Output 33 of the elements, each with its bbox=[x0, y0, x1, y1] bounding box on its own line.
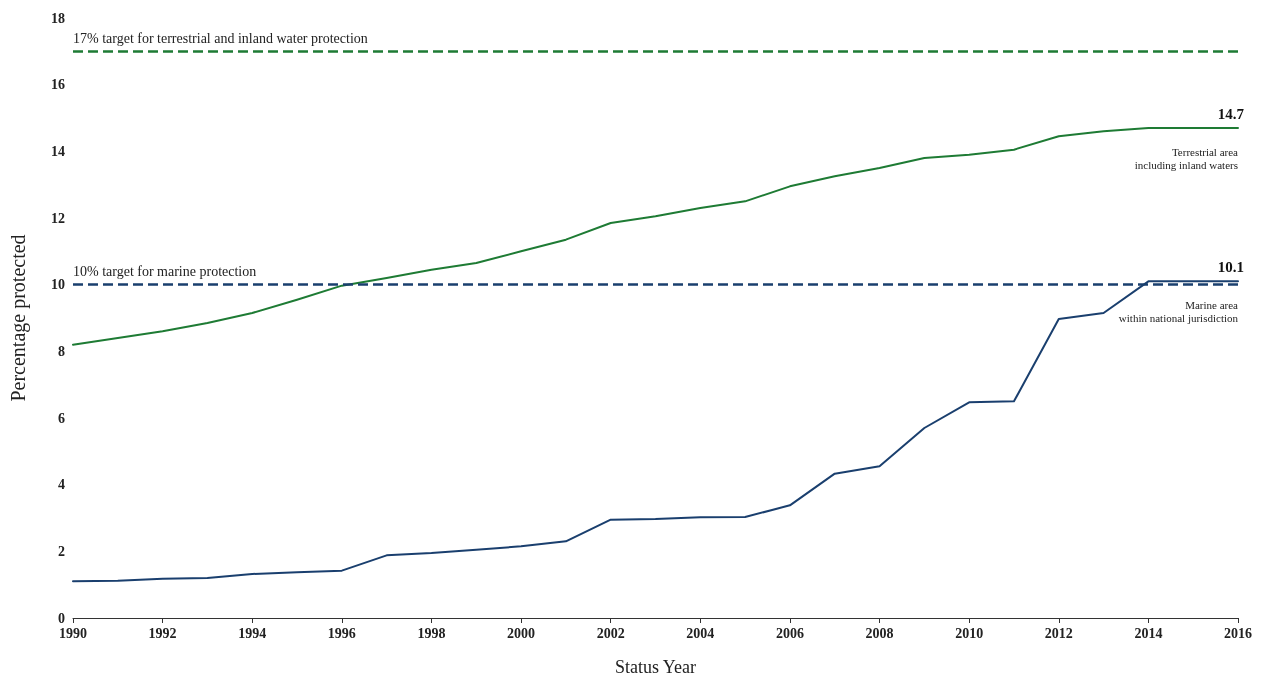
y-tick-label: 10 bbox=[51, 277, 65, 293]
series-label: Marine area within national jurisdiction bbox=[1118, 298, 1239, 324]
x-tick-label: 1996 bbox=[327, 625, 356, 641]
x-tick-label: 2004 bbox=[686, 625, 715, 641]
x-axis-title: Status Year bbox=[614, 657, 697, 677]
series-label: Terrestrial area including inland waters bbox=[1134, 145, 1239, 171]
y-tick-label: 16 bbox=[51, 77, 65, 93]
line-series bbox=[72, 280, 1239, 583]
x-tick-label: 1994 bbox=[238, 625, 267, 641]
x-tick-label: 2006 bbox=[775, 625, 804, 641]
x-tick-label: 2002 bbox=[596, 625, 625, 641]
y-tick-label: 4 bbox=[58, 477, 65, 493]
x-tick-label: 1992 bbox=[148, 625, 177, 641]
ref-line-label: 10% target for marine protection bbox=[73, 264, 257, 280]
y-tick-label: 12 bbox=[51, 210, 65, 226]
y-tick-label: 2 bbox=[58, 543, 65, 559]
y-tick-label: 18 bbox=[51, 10, 65, 26]
y-axis-title: Percentage protected bbox=[7, 234, 30, 402]
x-tick-label: 2016 bbox=[1224, 625, 1252, 641]
y-tick-label: 0 bbox=[58, 610, 65, 626]
x-tick-label: 1998 bbox=[417, 625, 446, 641]
x-tick-label: 2010 bbox=[955, 625, 984, 641]
x-tick-label: 2012 bbox=[1044, 625, 1073, 641]
data-label: 14.7 bbox=[1217, 105, 1245, 122]
x-tick-label: 2014 bbox=[1134, 625, 1163, 641]
x-tick-label: 2000 bbox=[507, 625, 536, 641]
x-tick-label: 2008 bbox=[865, 625, 894, 641]
x-tick-label: 1990 bbox=[59, 625, 87, 641]
ref-line-label: 17% target for terrestrial and inland water protection bbox=[73, 30, 368, 46]
y-tick-label: 14 bbox=[51, 143, 65, 159]
y-tick-label: 8 bbox=[58, 343, 65, 359]
data-label: 10.1 bbox=[1217, 258, 1244, 275]
y-tick-label: 6 bbox=[58, 410, 65, 426]
